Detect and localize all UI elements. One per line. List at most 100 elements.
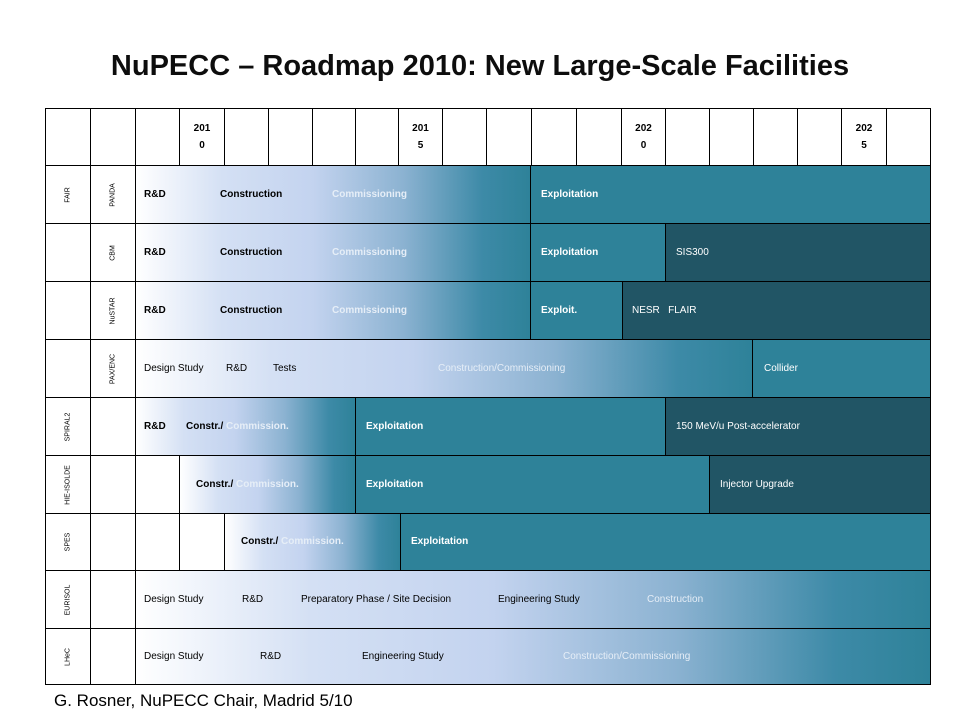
header-cell <box>753 108 797 165</box>
experiment-label: PANDA <box>109 182 117 207</box>
phase-label: Construction/Commissioning <box>563 651 691 662</box>
header-year-2020: 2020 <box>621 108 665 165</box>
timeline-bar-upgrade: Injector Upgrade <box>709 455 931 513</box>
experiment-cell <box>90 397 135 455</box>
phase-label: Exploitation <box>541 188 599 200</box>
header-cell <box>665 108 709 165</box>
facility-cell: EURISOL <box>45 570 90 628</box>
phase-label: R&D <box>242 593 264 605</box>
phase-label: Commissioning <box>332 304 408 316</box>
phase-label: Commission. <box>226 420 289 432</box>
experiment-cell: NuSTAR <box>90 281 135 339</box>
phase-label: Engineering Study <box>498 593 580 605</box>
header-cell <box>797 108 841 165</box>
phase-label: R&D <box>144 420 166 432</box>
timeline-bar-gradient: Constr./ Commission. <box>179 455 355 513</box>
timeline-bar-exploitation: Exploitation <box>355 397 665 455</box>
experiment-cell <box>90 513 135 570</box>
experiment-cell: CBM <box>90 223 135 281</box>
phase-label: SIS300 <box>676 246 709 258</box>
phase-label: Tests <box>273 362 297 374</box>
facility-cell <box>45 223 90 281</box>
timeline-bar-gradient: Design Study R&D Preparatory Phase / Sit… <box>135 570 931 628</box>
phase-label: R&D <box>144 304 166 316</box>
experiment-label: CBM <box>109 244 117 261</box>
slide-title: NuPECC – Roadmap 2010: New Large-Scale F… <box>110 50 850 82</box>
header-cell <box>135 108 179 165</box>
empty-cell <box>135 513 179 570</box>
phase-label: Construction <box>647 593 704 605</box>
phase-label: Exploitation <box>411 536 469 547</box>
phase-label: Constr./ <box>186 420 224 432</box>
timeline-bar-exploitation: Exploitation <box>530 165 931 223</box>
timeline-bar-gradient: Design Study R&D Engineering Study Const… <box>135 628 931 685</box>
phase-label: Commission. <box>281 536 344 547</box>
footer-credit: G. Rosner, NuPECC Chair, Madrid 5/10 <box>54 691 353 710</box>
timeline-bar-upgrade: SIS300 <box>665 223 931 281</box>
phase-label: Preparatory Phase / Site Decision <box>301 593 452 605</box>
experiment-cell: PANDA <box>90 165 135 223</box>
facility-cell <box>45 281 90 339</box>
facility-cell: LHeC <box>45 628 90 685</box>
timeline-bar-exploitation: Exploitation <box>355 455 709 513</box>
facility-label: EURISOL <box>64 584 72 615</box>
phase-label: Construction/Commissioning <box>438 362 566 374</box>
facility-label: SPES <box>64 532 72 552</box>
timeline-bar-gradient: R&D Construction Commissioning <box>135 281 530 339</box>
phase-label: Injector Upgrade <box>720 478 794 490</box>
experiment-cell <box>90 570 135 628</box>
facility-cell: FAIR <box>45 165 90 223</box>
experiment-cell <box>90 455 135 513</box>
header-cell <box>576 108 621 165</box>
timeline-bar-exploitation: Exploitation <box>530 223 665 281</box>
header-cell <box>90 108 135 165</box>
facility-cell <box>45 339 90 397</box>
phase-label: Construction <box>220 304 283 316</box>
phase-label: NESR FLAIR <box>632 304 697 316</box>
phase-label: Design Study <box>144 362 204 374</box>
header-year-2025: 2025 <box>841 108 886 165</box>
header-cell <box>45 108 90 165</box>
timeline-bar-upgrade: 150 MeV/u Post-accelerator <box>665 397 931 455</box>
phase-label: R&D <box>144 188 166 200</box>
header-cell <box>312 108 355 165</box>
experiment-label: PAX/ENC <box>109 353 117 384</box>
facility-label: SPIRAL2 <box>64 412 72 441</box>
header-cell <box>268 108 312 165</box>
header-cell <box>709 108 753 165</box>
phase-label: Construction <box>220 188 283 200</box>
header-year-2010: 2010 <box>179 108 224 165</box>
header-cell <box>886 108 931 165</box>
phase-label: Design Study <box>144 593 204 605</box>
experiment-cell: PAX/ENC <box>90 339 135 397</box>
header-year-2015: 2015 <box>398 108 442 165</box>
phase-label: Design Study <box>144 651 204 662</box>
phase-label: Exploitation <box>541 246 599 258</box>
header-cell <box>442 108 486 165</box>
header-cell <box>224 108 268 165</box>
timeline-bar-gradient: R&D Construction Commissioning <box>135 165 530 223</box>
roadmap-table: 2010 2015 2020 2025 FAIR PANDA R&D Const… <box>45 108 931 685</box>
experiment-cell <box>90 628 135 685</box>
timeline-bar-exploitation: Collider <box>752 339 931 397</box>
year-label: 2020 <box>635 122 652 151</box>
phase-label: Construction <box>220 246 283 258</box>
phase-label: Commission. <box>236 478 299 490</box>
header-cell <box>531 108 576 165</box>
phase-label: 150 MeV/u Post-accelerator <box>676 420 800 432</box>
empty-cell <box>135 455 179 513</box>
facility-cell: SPES <box>45 513 90 570</box>
phase-label: Constr./ <box>196 478 234 490</box>
timeline-bar-upgrade: NESR FLAIR <box>622 281 931 339</box>
facility-label: FAIR <box>64 186 72 203</box>
phase-label: Engineering Study <box>362 651 444 662</box>
phase-label: Exploitation <box>366 420 424 432</box>
timeline-bar-gradient: R&D Construction Commissioning <box>135 223 530 281</box>
timeline-bar-exploitation: Exploitation <box>400 513 931 570</box>
year-label: 2010 <box>193 122 211 151</box>
timeline-bar-gradient: Design Study R&D Tests Construction/Comm… <box>135 339 752 397</box>
header-cell <box>355 108 398 165</box>
phase-label: R&D <box>144 246 166 258</box>
year-label: 2015 <box>412 122 429 151</box>
phase-label: Constr./ <box>241 536 279 547</box>
